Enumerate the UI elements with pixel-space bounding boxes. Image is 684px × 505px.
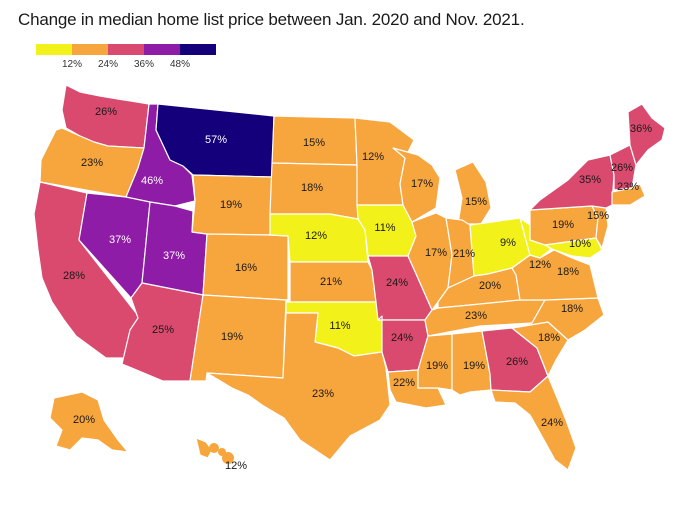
state-mi — [454, 161, 492, 225]
state-value-label: 23% — [312, 388, 334, 400]
state-value-label: 11% — [374, 222, 395, 234]
state-value-label: 20% — [73, 414, 95, 426]
state-value-label: 22% — [393, 377, 415, 389]
state-value-label: 37% — [163, 250, 185, 262]
legend-swatch — [144, 44, 180, 55]
state-tn — [424, 299, 546, 337]
state-value-label: 24% — [386, 277, 408, 289]
state-value-label: 12% — [225, 460, 247, 472]
state-value-label: 15% — [587, 210, 609, 222]
state-value-label: 18% — [538, 332, 560, 344]
state-value-label: 23% — [81, 157, 103, 169]
legend-tick: 36% — [133, 59, 155, 70]
state-value-label: 21% — [453, 248, 475, 260]
legend-tick: 48% — [169, 59, 191, 70]
map-title: Change in median home list price between… — [18, 10, 525, 29]
state-value-label: 36% — [630, 123, 652, 135]
state-value-label: 12% — [305, 230, 327, 242]
state-wi — [392, 147, 441, 223]
state-value-label: 15% — [303, 137, 325, 149]
state-value-label: 21% — [320, 276, 342, 288]
state-value-label: 19% — [221, 331, 243, 343]
state-hi — [195, 437, 213, 459]
state-value-label: 18% — [561, 303, 583, 315]
color-legend: 12% 24% 36% 48% — [36, 44, 216, 74]
state-value-label: 18% — [557, 266, 579, 278]
state-tx — [206, 312, 391, 461]
state-value-label: 19% — [220, 199, 242, 211]
state-value-label: 57% — [205, 134, 227, 146]
state-value-label: 17% — [425, 247, 447, 259]
legend-tick: 24% — [97, 59, 119, 70]
legend-swatch — [108, 44, 144, 55]
state-value-label: 18% — [301, 182, 323, 194]
state-value-label: 24% — [391, 332, 413, 344]
state-value-label: 19% — [552, 219, 574, 231]
state-value-label: 9% — [500, 237, 516, 249]
state-ny — [529, 154, 615, 211]
hawaii-island — [222, 452, 234, 464]
state-value-label: 28% — [63, 270, 85, 282]
state-co — [202, 233, 289, 301]
state-value-label: 11% — [329, 320, 350, 332]
state-value-label: 12% — [362, 151, 384, 163]
state-value-label: 16% — [235, 262, 257, 274]
hawaii-island — [209, 443, 219, 453]
state-ma — [611, 183, 646, 206]
state-value-label: 23% — [617, 181, 639, 193]
state-value-label: 19% — [426, 360, 448, 372]
state-value-label: 15% — [465, 196, 487, 208]
state-value-label: 12% — [529, 259, 551, 271]
legend-swatch — [180, 44, 216, 55]
state-value-label: 20% — [479, 280, 501, 292]
state-value-label: 10% — [569, 238, 591, 250]
state-value-label: 46% — [141, 175, 163, 187]
state-value-label: 19% — [463, 360, 485, 372]
state-value-label: 26% — [95, 106, 117, 118]
legend-swatch — [36, 44, 72, 55]
state-ak — [49, 391, 129, 453]
state-value-label: 24% — [541, 417, 563, 429]
legend-swatch — [72, 44, 108, 55]
state-value-label: 26% — [506, 356, 528, 368]
state-value-label: 37% — [109, 234, 131, 246]
legend-tick: 12% — [61, 59, 83, 70]
state-value-label: 25% — [152, 324, 174, 336]
state-value-label: 35% — [579, 174, 601, 186]
state-me — [627, 103, 666, 166]
state-fl — [490, 375, 577, 471]
state-ca — [33, 181, 141, 359]
state-value-label: 17% — [411, 178, 433, 190]
state-value-label: 26% — [611, 162, 633, 174]
state-value-label: 23% — [465, 310, 487, 322]
